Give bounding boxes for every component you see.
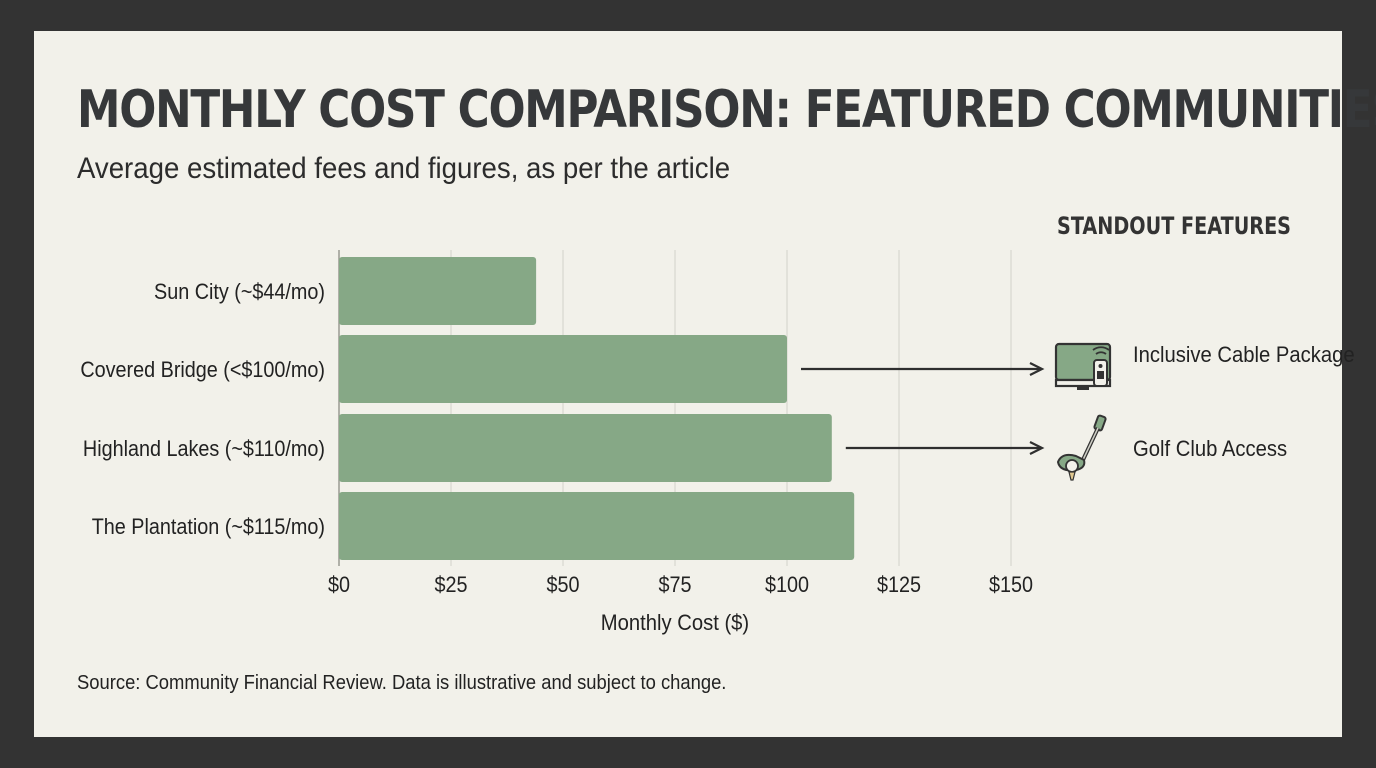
bars: [339, 257, 855, 560]
x-axis-label: Monthly Cost ($): [601, 611, 749, 635]
category-label: Highland Lakes (~$110/mo): [83, 437, 325, 461]
x-tick-label: $125: [877, 573, 921, 597]
category-labels: Sun City (~$44/mo) Covered Bridge (<$100/…: [80, 280, 325, 539]
x-tick-label: $100: [765, 573, 809, 597]
golf-club-icon: [1056, 414, 1107, 481]
source-note: Source: Community Financial Review. Data…: [77, 672, 727, 694]
feature-arrows: [801, 362, 1045, 455]
chart-title: MONTHLY COST COMPARISON: FEATURED COMMUN…: [77, 80, 1376, 140]
x-tick-label: $50: [546, 573, 579, 597]
x-tick-label: $150: [989, 573, 1033, 597]
bar: [339, 257, 537, 325]
feature-label-cable: Inclusive Cable Package: [1133, 342, 1355, 367]
bar: [339, 414, 832, 482]
x-tick-label: $0: [328, 573, 350, 597]
bar: [339, 492, 855, 560]
category-label: The Plantation (~$115/mo): [92, 515, 325, 539]
standout-features-heading: STANDOUT FEATURES: [1057, 212, 1292, 240]
tv-remote-icon: [1054, 342, 1112, 390]
feature-arrow-head: [1029, 362, 1045, 376]
x-tick-label: $25: [434, 573, 467, 597]
category-label: Sun City (~$44/mo): [154, 280, 325, 304]
feature-arrow-head: [1029, 441, 1045, 455]
bar: [339, 335, 787, 403]
category-label: Covered Bridge (<$100/mo): [80, 358, 325, 382]
x-tick-label: $75: [658, 573, 691, 597]
chart-subtitle: Average estimated fees and figures, as p…: [77, 152, 731, 185]
feature-label-golf: Golf Club Access: [1133, 436, 1288, 461]
x-tick-labels: $0 $25 $50 $75 $100 $125 $150: [328, 573, 1033, 597]
